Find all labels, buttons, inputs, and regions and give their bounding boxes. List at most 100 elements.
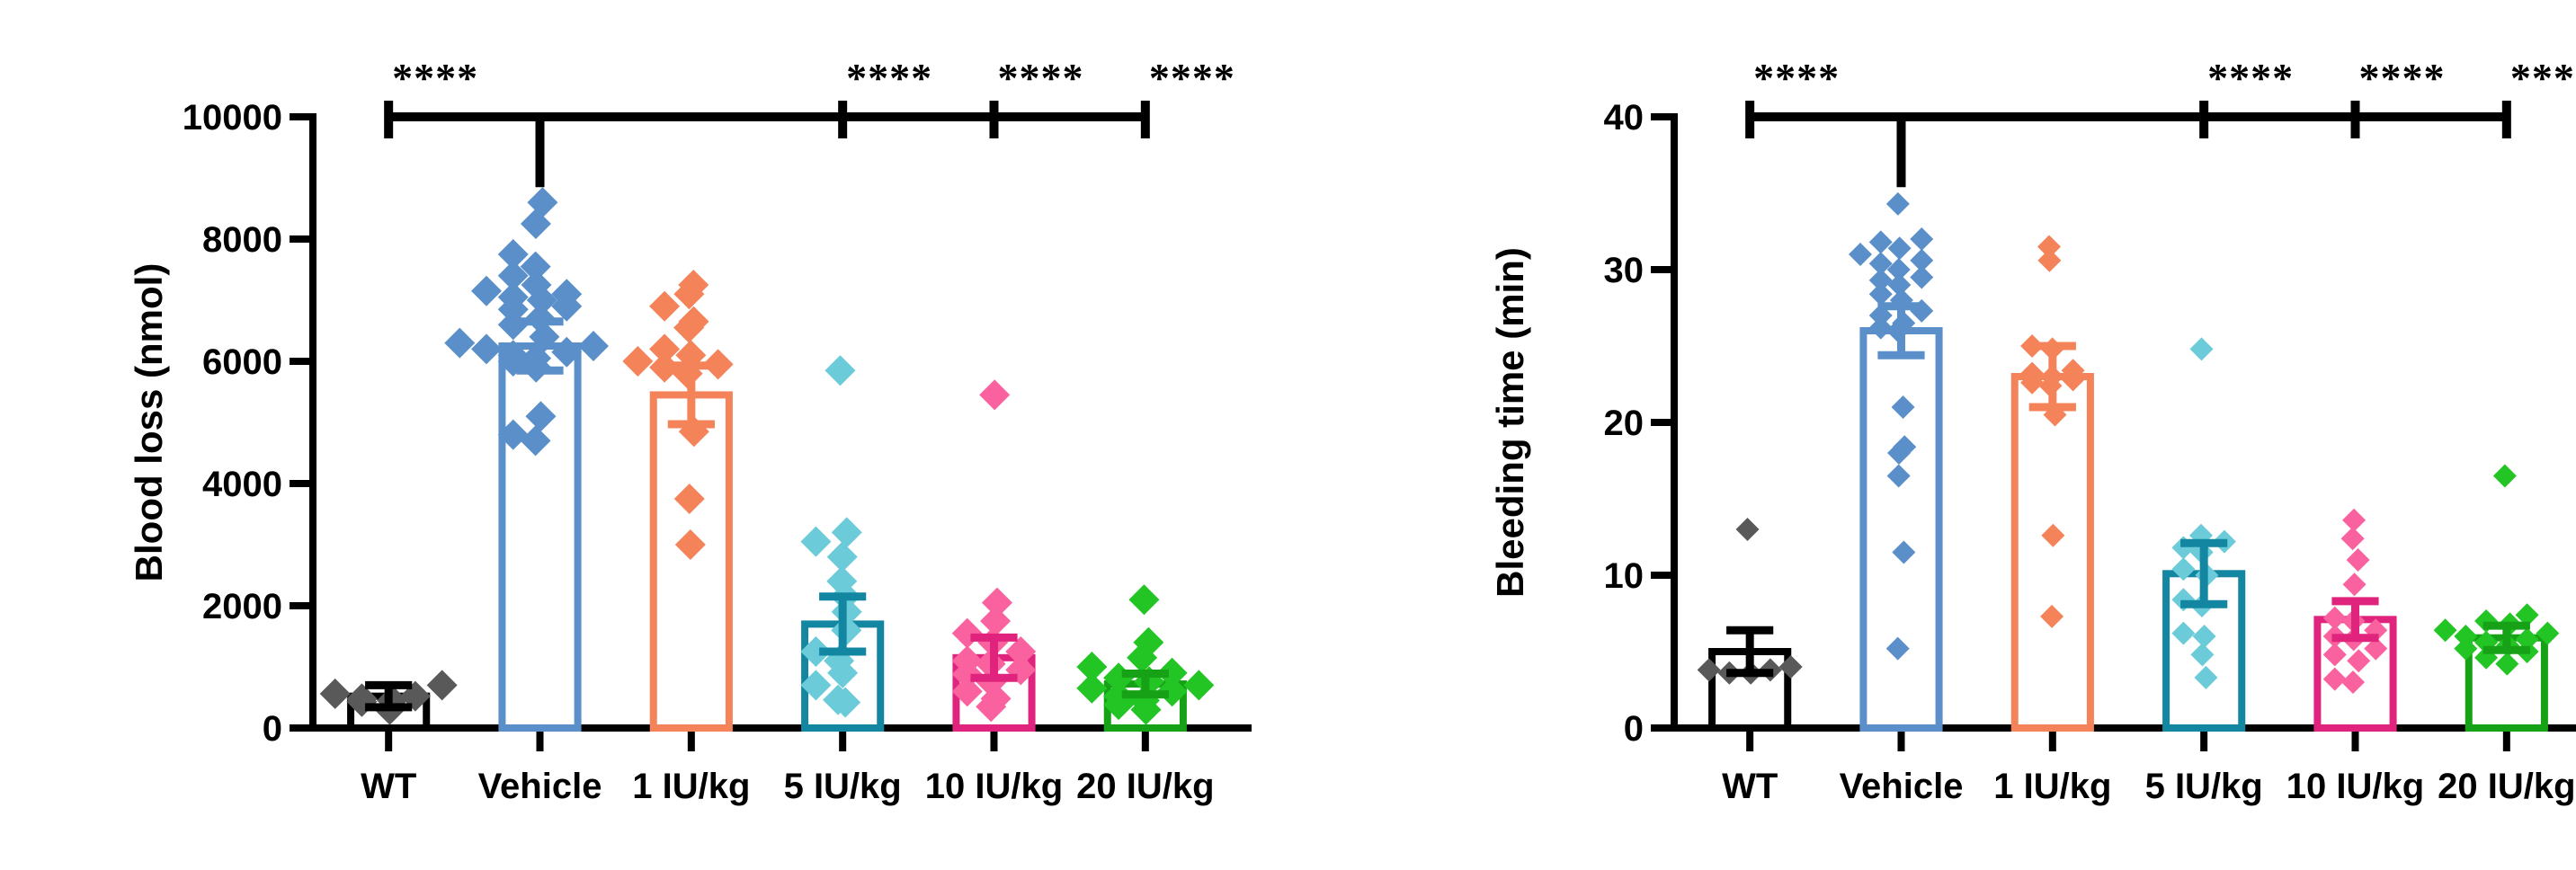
data-point [525,401,557,432]
data-point [2171,621,2196,645]
data-point [1868,315,1893,340]
category-label-vehicle: Vehicle [478,767,602,806]
data-point [520,209,551,239]
data-point [521,270,552,300]
data-point [702,349,734,380]
data-point [471,333,502,365]
data-points [319,187,1215,725]
data-point [2194,665,2218,689]
bars [347,342,1187,732]
data-point [2061,359,2085,383]
bar-vehicle [1859,327,1943,732]
data-point [1005,636,1037,667]
data-point [1778,655,1803,679]
category-label-wt: WT [1722,767,1778,806]
data-point [497,340,529,371]
significance-marker: **** [1753,55,1840,101]
data-point [649,290,681,322]
data-point [1156,657,1188,688]
data-point [319,678,351,709]
data-point [622,346,654,377]
data-point [980,606,1012,636]
significance-marker: **** [1149,55,1235,101]
data-point [1885,636,1910,661]
data-point [1910,227,1934,251]
data-point [527,187,558,218]
data-point [1735,518,1760,541]
data-point [1887,236,1912,261]
data-point [1893,435,1917,459]
data-point [823,684,854,715]
data-point [800,670,832,701]
data-point [1910,248,1934,272]
significance-marker: **** [998,55,1084,101]
category-label-20-iu-kg: 20 IU/kg [1076,767,1214,806]
data-point [1156,676,1188,707]
data-point [2037,235,2062,259]
axes: 0 2000 4000 6000 8000 10000 [183,98,1252,751]
data-point [2454,636,2478,661]
y-tick-label: 8000 [202,220,282,260]
y-tick-label: 2000 [202,587,282,626]
data-point [2495,652,2519,676]
bar-1-iu-kg [649,391,733,732]
data-point [1697,658,1721,682]
y-tick-label: 4000 [202,465,282,504]
data-point [2342,573,2367,597]
data-point [674,529,706,560]
bars [1708,327,2548,732]
data-point [2433,618,2457,643]
data-point [426,670,458,701]
category-label-10-iu-kg: 10 IU/kg [925,767,1063,806]
error-bars [365,317,1169,712]
data-point [951,645,983,677]
data-point [444,327,476,359]
significance-marker: **** [846,55,932,101]
category-label-wt: WT [361,767,416,806]
data-point [2171,588,2196,612]
data-point [1885,191,1910,216]
data-point [2190,643,2215,667]
data-point [497,260,529,291]
category-label-5-iu-kg: 5 IU/kg [784,767,902,806]
data-point [2322,643,2347,667]
data-point [678,270,709,300]
data-point [800,636,832,667]
panel-bleeding-time: 0 10 20 30 40 WT Vehicle 1 IU/kg 5 IU/kg 10 IU/kg… [1489,55,2576,806]
data-point [551,279,583,310]
data-point [1891,395,1915,419]
data-point [2037,248,2062,272]
category-label-vehicle: Vehicle [1840,767,1964,806]
data-point [951,676,983,707]
data-point [2364,636,2388,661]
data-point [1910,265,1934,289]
data-point [578,331,609,361]
y-tick-label: 0 [1624,709,1644,749]
data-point [824,355,856,386]
data-point [951,617,983,649]
y-tick-label: 40 [1604,98,1645,138]
data-point [649,351,681,383]
data-point [981,587,1012,618]
significance-marker: **** [2359,55,2446,101]
data-point [1892,540,1916,564]
data-point [2322,667,2347,691]
data-point [497,309,529,341]
data-point [1868,282,1893,306]
axes: 0 10 20 30 40 [1604,98,2576,751]
data-point [1849,243,1872,266]
y-axis-title: Bleeding time (min) [1489,247,1531,598]
data-point [1868,230,1893,254]
data-point [2454,625,2478,648]
data-point [2536,621,2560,645]
data-point [2171,557,2196,581]
data-point [2515,627,2539,652]
data-point [1868,252,1893,276]
data-point [831,517,862,548]
bar-1-iu-kg [2010,373,2094,732]
data-point [1886,258,1911,281]
data-point [497,281,529,313]
data-point [2192,625,2216,648]
